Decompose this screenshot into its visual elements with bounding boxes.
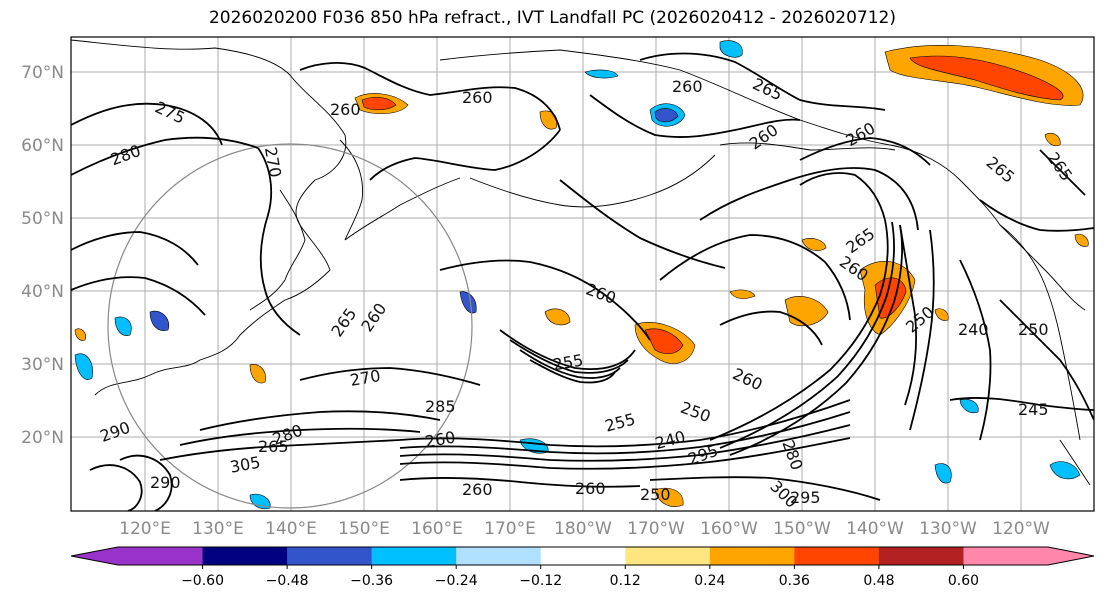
lon-label: 120°E	[119, 519, 171, 539]
shade-patch	[729, 289, 756, 299]
colorbar-segment	[202, 547, 288, 565]
shade-patch	[539, 110, 558, 130]
contour-label: 260	[462, 480, 493, 499]
contour-lines	[71, 52, 1094, 511]
lon-label: 170°E	[484, 519, 536, 539]
lon-label: 140°E	[265, 519, 317, 539]
colorbar-segment	[625, 547, 711, 565]
reference-circle	[107, 143, 473, 509]
colorbar-segment	[794, 547, 880, 565]
colorbar-tick-label: 0.36	[779, 573, 810, 589]
shade-patch	[644, 328, 684, 354]
coastline-aleutians	[469, 154, 716, 208]
lon-label: 130°W	[919, 519, 977, 539]
lon-label: 170°W	[627, 519, 685, 539]
shade-patch	[801, 238, 827, 251]
shade-patch	[934, 308, 949, 321]
colorbar-tick-label: 0.24	[694, 573, 725, 589]
coastline-alaska	[439, 49, 1086, 311]
lat-label-50n: 50°N	[21, 209, 64, 229]
lat-label-40n: 40°N	[21, 282, 64, 302]
colorbar-tick-label: −0.48	[266, 573, 309, 589]
coastline-kuril	[344, 177, 461, 241]
lon-label: 160°E	[411, 519, 463, 539]
contour-label: 260	[330, 100, 361, 119]
contour-label: 250	[640, 485, 671, 504]
shade-patch	[1049, 461, 1081, 480]
shade-patch	[1074, 233, 1089, 247]
coastline-kamchatka	[339, 139, 363, 241]
lat-label-70n: 70°N	[21, 63, 64, 83]
lat-label-30n: 30°N	[21, 355, 64, 375]
shade-patch	[361, 96, 397, 111]
coastline-alaska-south	[719, 142, 896, 151]
colorbar-tick-label: 0.12	[610, 573, 641, 589]
contour-label: 295	[790, 488, 821, 507]
shade-patch	[719, 40, 743, 58]
shade-patch	[934, 463, 952, 484]
lon-label: 130°E	[192, 519, 244, 539]
map-frame	[70, 36, 1095, 512]
shade-patch	[1044, 132, 1061, 147]
colorbar-tick-label: −0.12	[519, 573, 562, 589]
lat-label-60n: 60°N	[21, 136, 64, 156]
contour-label: 260	[575, 479, 606, 498]
colorbar-segment	[540, 547, 626, 565]
lon-label: 150°E	[338, 519, 390, 539]
shade-patch	[149, 310, 170, 331]
colorbar-tick-label: −0.60	[181, 573, 224, 589]
contour-label: 285	[425, 397, 456, 416]
contour-label: 250	[1018, 320, 1049, 339]
colorbar-segment	[371, 547, 457, 565]
latitude-labels: 70°N 60°N 50°N 40°N 30°N 20°N	[21, 63, 64, 448]
contour-label: 260	[462, 88, 493, 107]
coastline-north-america	[999, 224, 1081, 441]
colorbar-segment	[287, 547, 373, 565]
shade-patch	[584, 69, 619, 79]
colorbar: −0.60 −0.48 −0.36 −0.24 −0.12 0.12 0.24 0.36 0.4…	[70, 546, 1095, 589]
shade-patch	[74, 328, 86, 341]
shade-patch	[74, 353, 93, 380]
lon-label: 120°W	[992, 519, 1050, 539]
colorbar-tick-label: −0.24	[435, 573, 478, 589]
coastlines	[71, 39, 1091, 486]
colorbar-tick-label: 0.60	[948, 573, 979, 589]
colorbar-extend-min	[71, 547, 118, 565]
colorbar-tick-label: −0.36	[350, 573, 393, 589]
lon-label: 150°W	[773, 519, 831, 539]
shade-patch	[959, 398, 979, 414]
contour-label: 245	[1018, 400, 1049, 419]
colorbar-extend-max	[1048, 547, 1094, 565]
contour-label: 260	[672, 77, 703, 96]
colorbar-segment	[878, 547, 964, 565]
longitude-labels: 120°E 130°E 140°E 150°E 160°E 170°E 180°…	[119, 519, 1050, 539]
lon-label: 180°W	[554, 519, 612, 539]
gridlines	[71, 37, 1094, 511]
shade-patch	[654, 487, 684, 507]
colorbar-segment	[118, 547, 204, 565]
contour-label: 240	[958, 320, 989, 339]
shade-patch	[459, 291, 477, 314]
map-title: 2026020200 F036 850 hPa refract., IVT La…	[208, 8, 896, 28]
shade-patch	[114, 316, 132, 336]
lon-label: 140°W	[846, 519, 904, 539]
colorbar-tick-label: 0.48	[863, 573, 894, 589]
colorbar-segment	[709, 547, 795, 565]
colorbar-segment	[456, 547, 542, 565]
colorbar-outline	[70, 546, 1095, 566]
shade-patch	[544, 308, 571, 326]
refractivity-shading	[74, 40, 1089, 510]
colorbar-segment	[963, 547, 1049, 565]
lat-label-20n: 20°N	[21, 428, 64, 448]
lon-label: 160°W	[700, 519, 758, 539]
coastline-mexico	[1059, 439, 1091, 486]
contour-label: 265	[258, 437, 289, 456]
shade-patch	[654, 108, 679, 123]
contour-label: 290	[150, 473, 181, 492]
shade-patch	[249, 364, 266, 384]
shade-patch	[909, 55, 1064, 101]
